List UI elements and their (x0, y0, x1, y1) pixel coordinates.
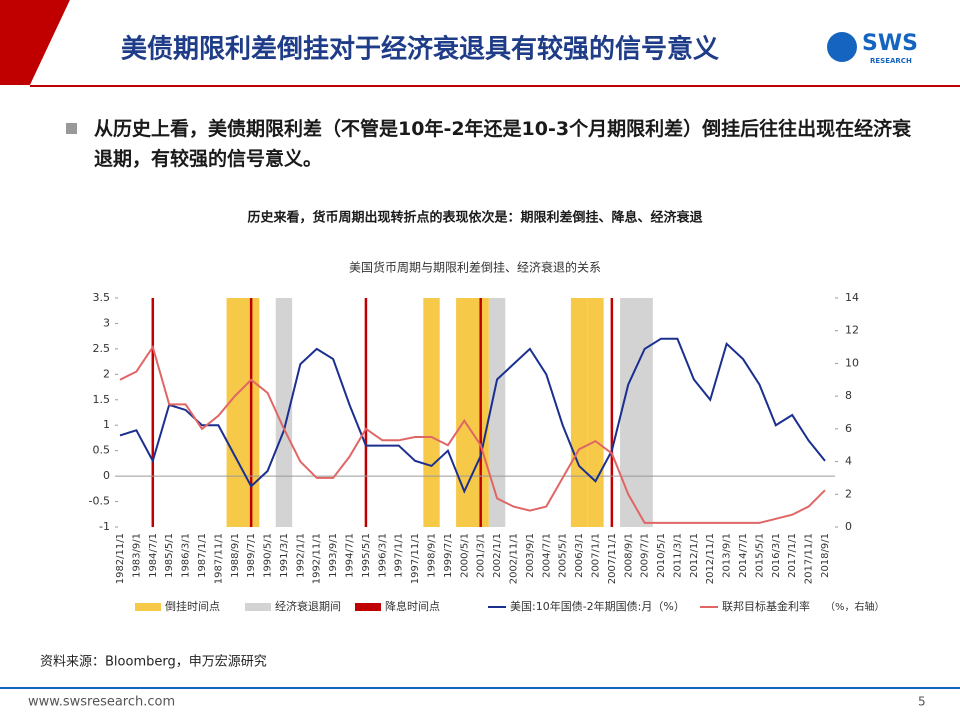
y2-tick-label: 12 (845, 324, 859, 337)
legend-label: 倒挂时间点 (165, 599, 220, 613)
y-tick-label: 2 (103, 367, 110, 380)
x-tick-label: 2013/9/1 (722, 533, 733, 578)
x-tick-label: 1987/11/1 (213, 533, 224, 584)
period-band (570, 298, 588, 527)
x-tick-label: 2014/7/1 (738, 533, 749, 578)
x-tick-label: 1993/9/1 (328, 533, 339, 578)
y-tick-label: 1 (103, 418, 110, 431)
x-tick-label: 1992/11/1 (312, 533, 323, 584)
x-tick-label: 1995/5/1 (361, 533, 372, 578)
footer-url: www.swsresearch.com (28, 695, 175, 710)
period-band (423, 298, 440, 527)
y2-tick-label: 4 (845, 455, 852, 468)
x-tick-label: 1982/11/1 (115, 533, 126, 584)
x-tick-label: 2001/3/1 (476, 533, 487, 578)
x-tick-label: 1997/1/1 (394, 533, 405, 578)
x-tick-label: 1998/9/1 (427, 533, 438, 578)
series-line (119, 344, 826, 524)
page-title: 美债期限利差倒挂对于经济衰退具有较强的信号意义 (121, 34, 719, 65)
legend-swatch (355, 603, 381, 611)
legend-label: 美国:10年国债-2年期国债:月（%） (510, 599, 685, 613)
x-tick-label: 2012/1/1 (689, 533, 700, 578)
x-tick-label: 2006/3/1 (574, 533, 585, 578)
y-tick-label: 0.5 (93, 444, 111, 457)
period-band (275, 298, 293, 527)
y-tick-label: 0 (103, 469, 110, 482)
x-tick-label: 2010/5/1 (656, 533, 667, 578)
y-tick-label: 2.5 (93, 342, 111, 355)
y2-tick-label: 2 (845, 487, 852, 500)
x-tick-label: 2012/11/1 (705, 533, 716, 584)
period-band (488, 298, 506, 527)
logo-icon (827, 32, 857, 62)
series-line (119, 337, 826, 494)
x-tick-label: 2002/1/1 (492, 533, 503, 578)
x-tick-label: 2017/1/1 (787, 533, 798, 578)
period-band (587, 298, 604, 527)
x-tick-label: 2004/7/1 (541, 533, 552, 578)
chart-title: 美国货币周期与期限利差倒挂、经济衰退的关系 (349, 260, 601, 275)
y-tick-label: 3.5 (93, 291, 111, 304)
y-tick-label: -1 (99, 520, 110, 533)
legend-swatch (135, 603, 161, 611)
header-deco (30, 0, 78, 85)
source: 资料来源：Bloomberg，申万宏源研究 (40, 655, 267, 670)
x-tick-label: 2009/7/1 (640, 533, 651, 578)
x-tick-label: 2011/3/1 (672, 533, 683, 578)
x-tick-label: 1988/9/1 (230, 533, 241, 578)
x-tick-label: 2007/1/1 (590, 533, 601, 578)
period-band (226, 298, 260, 527)
x-tick-label: 2018/9/1 (820, 533, 831, 578)
y2-tick-label: 14 (845, 291, 859, 304)
y-tick-label: 1.5 (93, 393, 111, 406)
x-tick-label: 1986/3/1 (181, 533, 192, 578)
x-tick-label: 1994/7/1 (345, 533, 356, 578)
header-deco (0, 0, 70, 85)
x-tick-label: 1983/9/1 (131, 533, 142, 578)
legend-label: 联邦目标基金利率 (722, 599, 810, 613)
x-tick-label: 1990/5/1 (263, 533, 274, 578)
x-tick-label: 2002/11/1 (508, 533, 519, 584)
y-tick-label: -0.5 (89, 495, 110, 508)
chart-subtitle: 历史来看，货币周期出现转折点的表现依次是：期限利差倒挂、降息、经济衰退 (247, 210, 702, 226)
legend-swatch (245, 603, 271, 611)
x-tick-label: 2005/5/1 (558, 533, 569, 578)
x-tick-label: 2015/5/1 (754, 533, 765, 578)
x-tick-label: 2000/5/1 (459, 533, 470, 578)
y2-axis-label: （%，右轴） (825, 600, 885, 613)
bullet-marker (66, 123, 77, 134)
x-tick-label: 2003/9/1 (525, 533, 536, 578)
x-tick-label: 2016/3/1 (771, 533, 782, 578)
x-tick-label: 2008/9/1 (623, 533, 634, 578)
bullet-text: 从历史上看，美债期限利差（不管是10年-2年还是10-3个月期限利差）倒挂后往往… (94, 118, 912, 170)
x-tick-label: 2007/11/1 (607, 533, 618, 584)
y2-tick-label: 0 (845, 520, 852, 533)
period-band (456, 298, 489, 527)
legend-label: 经济衰退期间 (275, 599, 341, 613)
y2-tick-label: 8 (845, 389, 852, 402)
period-band (620, 298, 653, 527)
x-tick-label: 1989/7/1 (246, 533, 257, 578)
x-tick-label: 1984/7/1 (148, 533, 159, 578)
x-tick-label: 1999/7/1 (443, 533, 454, 578)
y2-tick-label: 6 (845, 422, 852, 435)
x-tick-label: 1992/1/1 (295, 533, 306, 578)
page-number: 5 (918, 695, 926, 709)
logo: SWS (862, 31, 918, 56)
x-tick-label: 1991/3/1 (279, 533, 290, 578)
x-tick-label: 1987/1/1 (197, 533, 208, 578)
legend-label: 降息时间点 (385, 599, 440, 613)
x-tick-label: 1985/5/1 (164, 533, 175, 578)
x-tick-label: 1996/3/1 (377, 533, 388, 578)
y-tick-label: 3 (103, 316, 110, 329)
y2-tick-label: 10 (845, 356, 859, 369)
x-tick-label: 1997/11/1 (410, 533, 421, 584)
logo-sub: RESEARCH (870, 57, 912, 65)
x-tick-label: 2017/11/1 (804, 533, 815, 584)
